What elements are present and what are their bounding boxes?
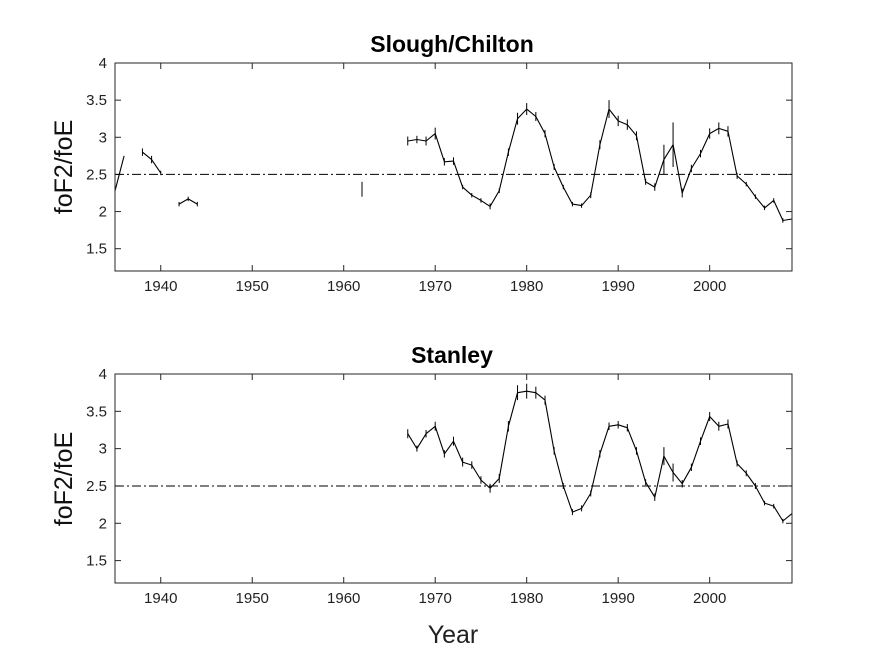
chart-title: Slough/Chilton <box>370 31 534 57</box>
series-line <box>114 155 125 191</box>
x-tick-label: 2000 <box>693 278 726 295</box>
x-tick-label: 1940 <box>144 590 177 607</box>
plot-area <box>114 62 793 272</box>
x-tick-label: 1950 <box>236 278 269 295</box>
axis-ticks: 1940 1950 1960 1970 1980 1990 2000 1.5 2 2.5 3 3.5 4 <box>86 366 792 607</box>
x-axis-label: Year <box>428 621 479 649</box>
y-tick-label: 2 <box>99 204 107 221</box>
y-axis-label: foF2/foE <box>50 432 78 527</box>
y-tick-label: 3 <box>99 441 107 458</box>
chart-panel-stanley: Stanley foF2/foE 1940 1950 1960 1970 1980 199… <box>50 342 793 649</box>
x-tick-label: 1970 <box>419 278 452 295</box>
x-tick-label: 1960 <box>327 278 360 295</box>
x-tick-label: 1980 <box>510 278 543 295</box>
x-tick-label: 2000 <box>693 590 726 607</box>
chart-title: Stanley <box>411 342 493 368</box>
x-tick-label: 1970 <box>419 590 452 607</box>
y-tick-label: 3 <box>99 129 107 146</box>
y-tick-label: 2.5 <box>86 166 107 183</box>
y-tick-label: 1.5 <box>86 241 107 258</box>
y-tick-label: 4 <box>99 366 107 383</box>
y-tick-label: 4 <box>99 55 107 72</box>
y-tick-label: 3.5 <box>86 403 107 420</box>
data-series <box>114 100 793 223</box>
y-tick-label: 1.5 <box>86 553 107 570</box>
y-tick-label: 2.5 <box>86 478 107 495</box>
y-tick-label: 2 <box>99 515 107 532</box>
plot-area <box>114 373 793 584</box>
chart-panel-slough-chilton: Slough/Chilton foF2/foE 1940 1950 1960 1970… <box>50 31 793 295</box>
x-tick-label: 1950 <box>236 590 269 607</box>
axis-ticks: 1940 1950 1960 1970 1980 1990 2000 1.5 2 2.5 3 3.5 4 <box>86 55 792 295</box>
x-tick-label: 1990 <box>601 590 634 607</box>
x-tick-label: 1960 <box>327 590 360 607</box>
series-line <box>407 108 793 222</box>
x-tick-label: 1990 <box>601 278 634 295</box>
x-tick-label: 1940 <box>144 278 177 295</box>
data-series <box>407 383 793 524</box>
y-tick-label: 3.5 <box>86 92 107 109</box>
y-axis-label: foF2/foE <box>50 120 78 215</box>
x-tick-label: 1980 <box>510 590 543 607</box>
